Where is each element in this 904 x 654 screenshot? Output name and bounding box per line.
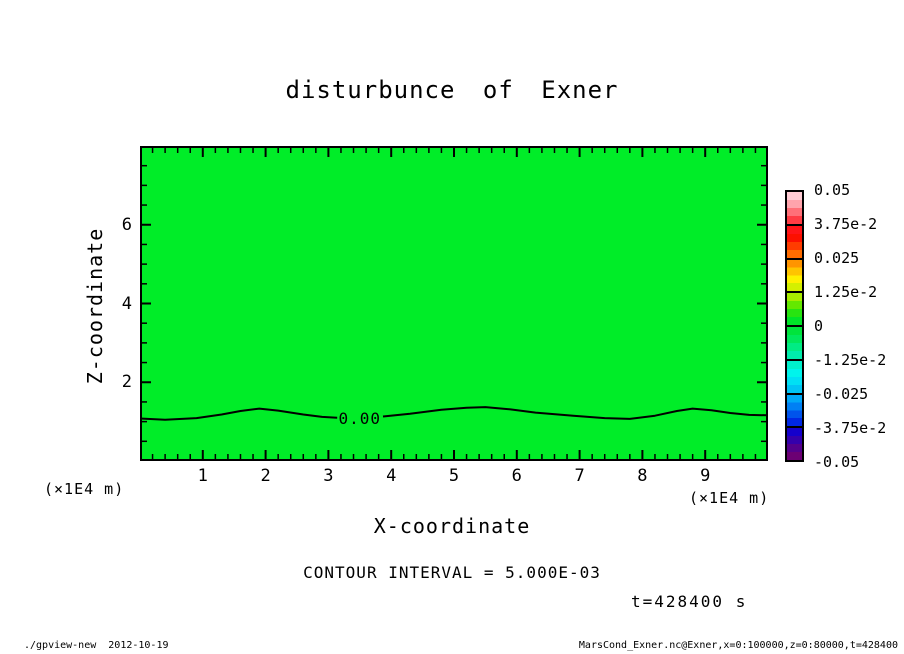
colorbar-tick-label: -3.75e-2 xyxy=(814,419,887,437)
colorbar-segment xyxy=(787,223,802,258)
colorbar-segment xyxy=(787,392,802,427)
footer-source-stamp: MarsCond_Exner.nc@Exner,x=0:100000,z=0:8… xyxy=(578,640,898,651)
colorbar-tick-label: 0.05 xyxy=(814,181,851,199)
y-tick-label: 2 xyxy=(121,372,132,393)
colorbar-segment xyxy=(787,257,802,292)
x-axis-label: X-coordinate xyxy=(373,514,531,538)
x-tick-label: 8 xyxy=(637,466,648,486)
zero-contour-line xyxy=(382,406,768,420)
chart-title: disturbunce of Exner xyxy=(285,76,619,104)
colorbar-segment xyxy=(787,358,802,393)
x-axis-unit-label: (×1E4 m) xyxy=(689,489,770,507)
time-annotation: t=428400 s xyxy=(631,592,748,611)
y-axis-unit-label: (×1E4 m) xyxy=(44,480,125,498)
zero-contour-line xyxy=(140,407,338,421)
colorbar-tick-label: 3.75e-2 xyxy=(814,215,878,233)
x-tick-label: 4 xyxy=(386,466,397,486)
colorbar xyxy=(785,190,804,462)
contour-plot-area: 0.00 xyxy=(140,146,768,461)
colorbar-tick-label: 0.025 xyxy=(814,249,860,267)
colorbar-tick-label: -0.025 xyxy=(814,385,869,403)
colorbar-tick-label: 0 xyxy=(814,317,824,335)
colorbar-segment xyxy=(787,325,802,359)
x-tick-label: 6 xyxy=(511,466,522,486)
colorbar-tick-label: -0.05 xyxy=(814,453,860,471)
x-tick-label: 9 xyxy=(700,466,711,486)
y-tick-label: 6 xyxy=(121,214,132,235)
y-tick-label: 4 xyxy=(121,293,132,314)
colorbar-tick-label: 1.25e-2 xyxy=(814,283,878,301)
x-tick-label: 7 xyxy=(574,466,585,486)
x-tick-label: 5 xyxy=(448,466,460,486)
colorbar-segment xyxy=(787,192,802,224)
x-tick-label: 2 xyxy=(260,466,271,486)
colorbar-tick-label: -1.25e-2 xyxy=(814,351,887,369)
contour-value-label: 0.00 xyxy=(339,409,382,428)
footer-command-stamp: ./gpview-new 2012-10-19 xyxy=(24,640,169,651)
colorbar-segment xyxy=(787,291,802,325)
colorbar-segment xyxy=(787,426,802,460)
x-tick-label: 3 xyxy=(323,466,334,486)
contour-interval-text: CONTOUR INTERVAL = 5.000E-03 xyxy=(303,563,601,582)
x-tick-label: 1 xyxy=(197,466,208,486)
